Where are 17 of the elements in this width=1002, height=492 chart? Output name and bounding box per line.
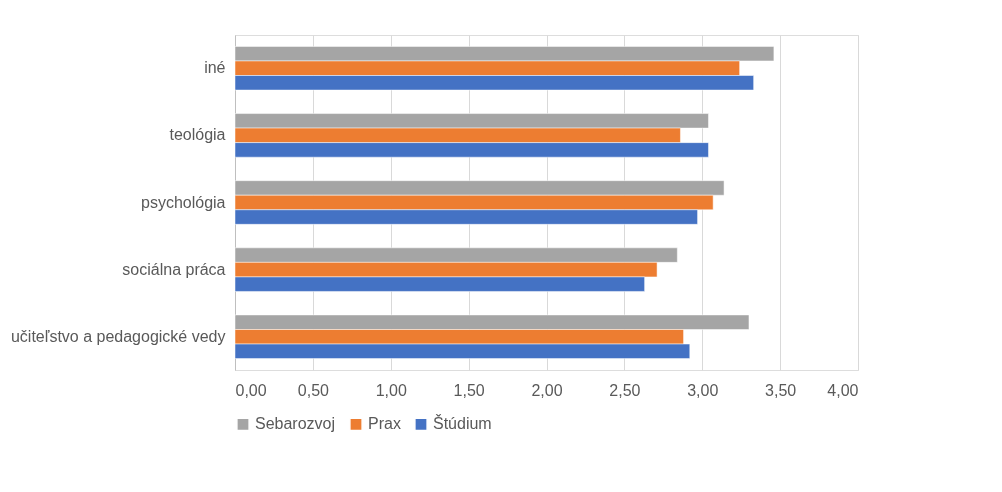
x-tick-label: 1,50: [453, 381, 485, 399]
x-tick-label: 4,00: [827, 381, 859, 399]
y-tick-label: učiteľstvo a pedagogické vedy: [10, 327, 226, 345]
x-tick-label: 1,00: [375, 381, 407, 399]
x-tick-label: 3,50: [765, 381, 797, 399]
x-tick-label: 0,50: [297, 381, 330, 399]
y-tick-label: psychológia: [141, 193, 226, 211]
legend-label: Štúdium: [433, 414, 492, 433]
x-tick-label: 2,00: [531, 381, 563, 399]
y-tick-label: sociálna práca: [122, 260, 226, 278]
legend-label: Sebarozvoj: [255, 415, 336, 433]
y-tick-label: iné: [204, 59, 226, 77]
x-tick-label: 0,00: [235, 381, 267, 399]
y-tick-label: teológia: [169, 126, 226, 144]
x-tick-label: 2,50: [609, 381, 641, 399]
legend-label: Prax: [368, 415, 401, 433]
x-tick-label: 3,00: [687, 381, 719, 399]
